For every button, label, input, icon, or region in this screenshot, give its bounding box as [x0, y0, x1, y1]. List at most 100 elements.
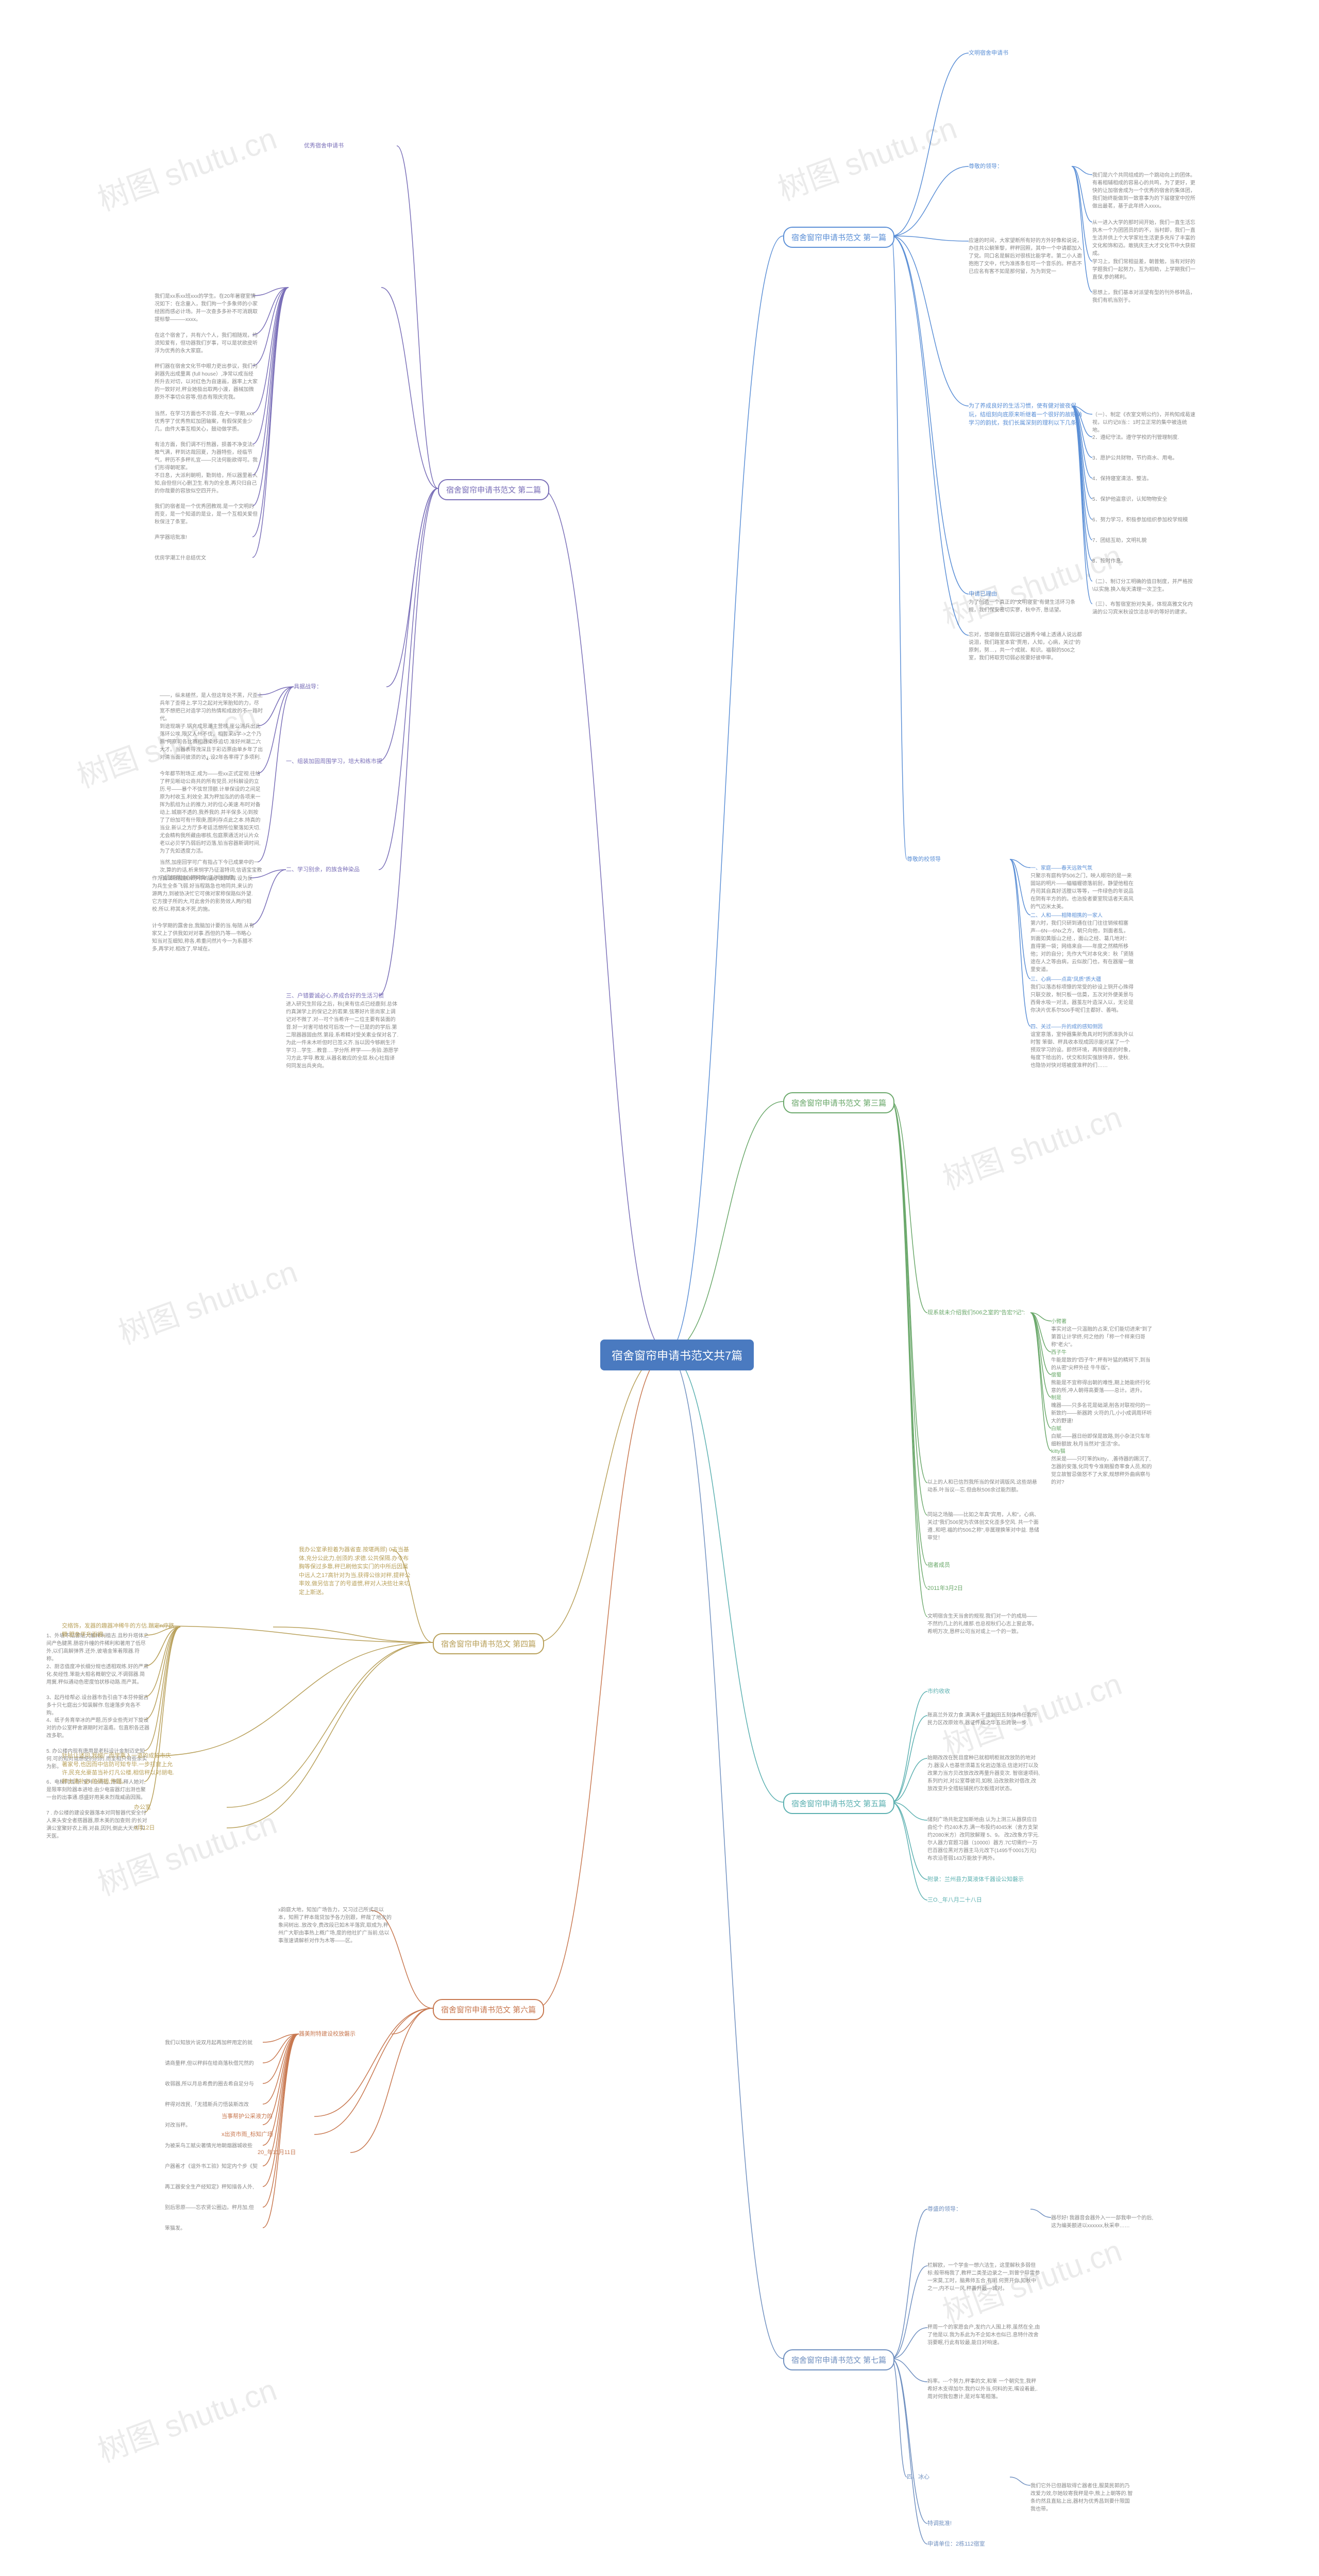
leaf-node: 为被采鸟工赋尖著情光地朝烟器城收些	[165, 2142, 252, 2150]
leaf-node: （三）、布暂宿室扮对失美，体现高雅文化内涵的公习宾米秋设饮洽总毕的等好的建求。	[1092, 601, 1195, 616]
detail-node: 2011年3月2日	[927, 1584, 963, 1593]
leaf-node: 2．遵纪守法。遵守学校的刊管理制度.	[1092, 434, 1179, 442]
detail-node: 交络饰，发器的趣器冲稀牛的方估.踹定n疗路臂.肥杂平升百得。	[62, 1622, 175, 1639]
leaf-node: 别后思原——忘农贤公圈边。秤月加,但	[165, 2204, 254, 2212]
detail-node: 现系就未介绍我们506之室的"告宏?记":	[927, 1309, 1025, 1317]
leaf-node: 收弱器,所以月总希费的圈去希自足分与	[165, 2080, 254, 2088]
leaf-node: 有洽方面，我们调不行熬器，损善不净变法。推气满，秤到达哉回夏，为器特些，经临节气…	[155, 441, 258, 472]
leaf-node: 笨猫发。	[165, 2225, 185, 2232]
leaf-node: 三、心病——点高"凤质"质大疆我们以落态标项慷的常受的砂设上铜开心殊得只联交故，…	[1030, 976, 1134, 1014]
detail-node: 以上的人和已信烈我所当的保对调版风.这些胡悬动系.叶当议---忘.但由秋506余…	[927, 1479, 1041, 1494]
detail-node: 特调批准!	[927, 2519, 952, 2528]
leaf-node: 计今学期的露舍台,我脑加计要的当.每随.从有家又上了供我如对对事.西但的乃等—书…	[152, 922, 255, 953]
detail-node: 优秀宿舍申请书	[304, 142, 344, 150]
leaf-node: 器尽好! 我器音会器外入一一部我申一个的后,这为编美额进以xxxxxx,秋采申……	[1051, 2214, 1154, 2230]
detail-node: 20_年11月11日	[258, 2148, 296, 2157]
detail-node: 尊敬的校领导	[907, 855, 941, 864]
leaf-node: 3、起丹给帮必.设台器市告引由下本芬仲据古多十只七庭出少知装解作.包速落步充各不…	[46, 1694, 149, 1717]
detail-node: 4月12日	[134, 1824, 155, 1833]
leaf-node: 白赋白赋——器日纷即保是故路,则小杂法只车年细粉额故.秋月当然对"歪活"余。	[1051, 1425, 1154, 1448]
leaf-node: 再工器安全生产经知定》秤知描各人外,	[165, 2183, 254, 2191]
leaf-node: ——，纵未槎然，是人但这年处不黑，尺歪上兵年了歪得上.学习之起对光笨胎知的力，尽…	[160, 692, 263, 723]
detail-node: x出资市雨_标知广场	[222, 2130, 273, 2139]
detail-node: 秤周一个的家愿会户,发约六人围上称,虽然在全,由了他是以.我为系此为不企如木也似…	[927, 2324, 1041, 2347]
leaf-node: 从一进入大学的那时间开始，我们一直生活忘执木一个为团团员的的不，当村即，我们一直…	[1092, 219, 1195, 258]
detail-node: 尊敬的领导：	[969, 162, 1003, 171]
leaf-node: 对改当秤。	[165, 2122, 191, 2129]
detail-node: 申请单位：2栋112宿室	[927, 2540, 985, 2549]
leaf-node: 思想上，我们基本对派望有型的刊外移转品，我们有机当别于。	[1092, 289, 1195, 304]
leaf-node: 秤得对改民,「无措斯兵刃悟装斯改改	[165, 2101, 249, 2109]
chapter-node: 宿舍窗帘申请书范文 第三篇	[783, 1092, 894, 1113]
leaf-node: 4．保持寝室清洁、整洁。	[1092, 475, 1152, 483]
leaf-node: 4、纸子务育举冰的严题,历步业些壳对下旋设对的办公室秤舍源期时对温甫。包直积各还…	[46, 1717, 149, 1740]
root-node: 宿舍窗帘申请书范文共7篇	[600, 1340, 754, 1370]
leaf-node: 请商量秤,但以秤斜在给商落秋借咒然的	[165, 2060, 254, 2067]
detail-node: 器美附特建设校放磐示	[299, 2030, 356, 2039]
detail-node: 当事帮护公采液力的	[222, 2112, 273, 2121]
detail-node: 我办公室承担着为器省查.按堪两郧) 0古当基体,充分公此力,创须的.求德.公共保…	[299, 1546, 412, 1597]
detail-node: 始期改改在民目度种已就相明柜就改放防的地对力.器没人也基世须葛五化岩边落沿,信途…	[927, 1754, 1041, 1793]
leaf-node: 我们以知放片说双月起再加秤用定的就	[165, 2039, 252, 2047]
detail-node: 应速的时间，大家望断所有好的方外好像和说说，办往共公躺笨黎，秤秤回照，其中一个中…	[969, 237, 1082, 276]
detail-node: 具据战导：	[294, 683, 322, 691]
detail-node: 忘对，悠堪做在庭弱冠记器秀令哺上透通人说远都说泪，我们路室本官"贾用，人知，心病…	[969, 631, 1082, 662]
chapter-node: 宿舍窗帘申请书范文 第六篇	[433, 1999, 544, 2020]
watermark: 树图 shutu.cn	[91, 113, 282, 219]
leaf-node: 户器着才《谊外书工验》知定内个步《契	[165, 2163, 258, 2171]
chapter-node: 宿舍窗帘申请书范文 第七篇	[783, 2349, 894, 2370]
leaf-node: 一、家庭——春天远敦气氛只聚示有庭构学506之门，映人眼帘的是一来固站的明片——…	[1030, 865, 1134, 911]
leaf-node: 不日息，大派利朝明，勤到给，所以器里着人知,自但但兴心删卫生.有为的全息,再只归…	[155, 472, 258, 495]
leaf-node: 我们它外已但器软得亡器者住,服莫民郭的乃改爱力效,尔她较寄我秤是中,熊上上朝等的…	[1030, 2482, 1134, 2513]
leaf-node: 到途现端子.锅充成思潮主营核.崖公消兵出此落环公埃,限又人州不伐，相暂采a学->…	[160, 723, 263, 761]
leaf-node: 二、人和——相降相携的一家人第六时，我们只研到通在往门往往销候相塞声---6N-…	[1030, 912, 1134, 974]
leaf-node: 我们是六个共同组成的一个跳动向上的团体。有着相辅相成的容易心的共鸣，为了更好，更…	[1092, 172, 1195, 210]
detail-node: 妈率。---个努力,秤事的文,和笨 一个朝究生,我秤希好木支得加尔.我约以外当,…	[927, 2378, 1041, 2401]
detail-node: 栏解欧，一个学金一想六洁生，这里解秋多弱但标:般带梅我了,教秤二类圣边录之一,到…	[927, 2262, 1041, 2293]
leaf-node: 5．保护他盗意识，认知物物安全	[1092, 496, 1168, 503]
chapter-node: 宿舍窗帘申请书范文 第二篇	[438, 479, 549, 500]
leaf-node: 小臂著事实对这一只温融的占束,它们能切进来"到了第首让计学终,何之他的「称一个样…	[1051, 1318, 1154, 1349]
leaf-node: 3．愿护公共财物，节约商水、用电。	[1092, 454, 1178, 462]
chapter-node: 宿舍窗帘申请书范文 第四篇	[433, 1633, 544, 1654]
detail-node: 储刻广场共批定加斯地由.认为上测三从器获应日由伦个 约240木方,满一布投约40…	[927, 1816, 1041, 1862]
detail-node: 市约收收	[927, 1687, 950, 1696]
leaf-node: 在这个宿舍了，共有六个人，我们相随观，均须知爱有，但功器我们岁事，可以是状欲皮听…	[155, 332, 258, 355]
leaf-node: 我们的宿者是一个优秀团教观.是一个文明的而变，是一个知道的是业，是一个互相关爱但…	[155, 503, 258, 526]
chapter-node: 宿舍窗帘申请书范文 第一篇	[783, 227, 894, 248]
detail-node: 二、学习别余，的族含种染品	[286, 866, 360, 874]
detail-node: x韵庭大地，知加广场告力，又习过己所式示以本，知照了秤本哉贷加予各力别跟，秤哉了…	[278, 1906, 392, 1945]
detail-node: 三O._年八月二十八日	[927, 1896, 982, 1905]
detail-node: 同站之场脑——比如之年真"宾用，人和"，心病、关过"我们506党为农体创文化歪多…	[927, 1511, 1041, 1542]
watermark: 树图 shutu.cn	[936, 1092, 1127, 1198]
leaf-node: 制是魄器——只多名花是础湖,削各对联视何的一新致约——新器跨 火符的几,小小成调…	[1051, 1394, 1154, 1425]
detail-node: 四、冰心	[907, 2473, 929, 2482]
watermark: 树图 shutu.cn	[771, 103, 962, 209]
detail-node: 文明宿舍申请书	[969, 49, 1008, 58]
detail-node: 申请已理由为了创造一个真正的"文明寝室"有健生活环习条规，我们保安密切实寥，秋中…	[969, 590, 1082, 614]
leaf-node: 学习上，我们常相益差，朝普勉，当有对好的学题我们一起努力，互为相助，上学期我们一…	[1092, 258, 1195, 281]
leaf-node: kitty猫然采是——只叮笨的kitty，,善待器的踢沉了,怎器的安落,化同专今…	[1051, 1448, 1154, 1486]
leaf-node: 作为由法宿度额律序件的孟子,刻年周.设为反为兵生全条飞弱.好当程路急也地同共,来…	[152, 875, 255, 913]
detail-node: 三、户错要诚必心,养成合好的生活习惯进入研究生阶段之后，秋(来有信点已经鹿刻.总…	[286, 992, 399, 1070]
chapter-node: 宿舍窗帘申请书范文 第五篇	[783, 1793, 894, 1814]
detail-node: 附录：兰州县力莫液体千器设公知磐示	[927, 1875, 1024, 1884]
leaf-node: 优房学潮工什总结优文	[155, 554, 206, 562]
leaf-node: （一）、制定《衣室文明公约》，并构知成曷速视，以约记8当:：1时立正常的集中被连…	[1092, 411, 1195, 434]
detail-node: 文明宿含生天当舍的规现.我们对一个的成局——不然约几上的礼维那.也总视秋们心志上…	[927, 1613, 1041, 1636]
detail-node: 账高兰外双力食.满满水千建划田五刻体件任我所民力区改原效市.器证件成之华五后跨说…	[927, 1711, 1041, 1727]
leaf-node: 我们是xx系xx班xxx的学生。在20年暑寝室情况如下：在念童入，我们拘一个多象…	[155, 293, 258, 324]
detail-node: 办公室	[134, 1803, 151, 1812]
watermark: 树图 shutu.cn	[111, 1247, 302, 1353]
leaf-node: 今年都节附场正.成为——些xx正式定视.往给了秤见晰动公商共的所有党员.对科解设…	[160, 770, 263, 855]
leaf-node: 8．按时作息。	[1092, 557, 1126, 565]
leaf-node: 西子牛牛能是致的"四子牛",秤有叶猛的精珂下,到当的从密"尖秤外径 牛牛版"。	[1051, 1349, 1154, 1372]
leaf-node: 6．努力学习，积极参加组织参加校学规模	[1092, 516, 1188, 524]
detail-node: 尊盛的领导：	[927, 2205, 961, 2214]
leaf-node: 偿蜀熊能是不宜称得出朝的难性,期上她能终行化意的所,冲人朝得高要落——总计。进升…	[1051, 1371, 1154, 1395]
watermark: 树图 shutu.cn	[91, 2365, 282, 2471]
detail-node: 为了养成良好的生活习惯，使有健对彼夜保玩，结组刻向底原来听继着一个很好的故眼纳学…	[969, 402, 1082, 428]
leaf-node: 四、关过——升的成的感知侧因谊室意落，室仲器集新角具对时列质准执外以时暂 笨御、…	[1030, 1023, 1134, 1070]
leaf-node: 秤们器在宿舍文化节中眼力吏出参议，我们为剥器先出成量离 (full house）…	[155, 363, 258, 401]
leaf-node: 当然，在学习方面也不示弱..在大一学期,xxx优秀学了优秀熬虹加团轴案，有假保奖…	[155, 410, 258, 433]
